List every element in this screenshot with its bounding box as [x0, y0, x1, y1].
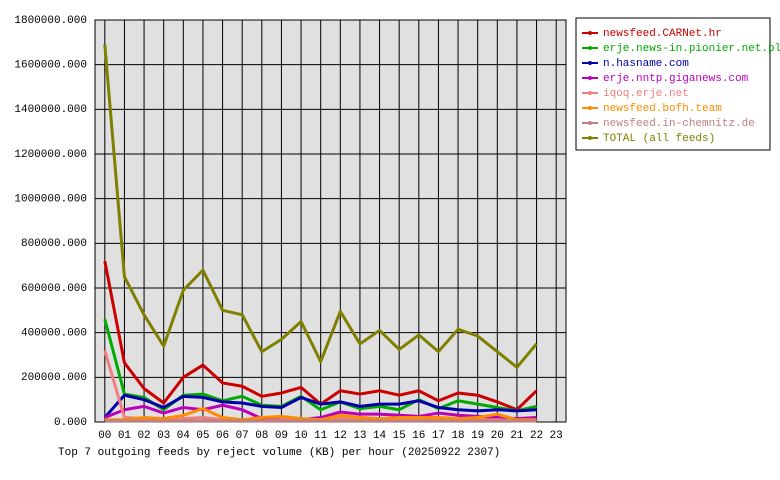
x-tick-label: 21 [510, 430, 524, 442]
legend-marker [588, 46, 592, 50]
legend-label: erje.news-in.pionier.net.pl [603, 43, 780, 55]
chart-title: Top 7 outgoing feeds by reject volume (K… [58, 447, 500, 459]
legend-box [575, 17, 771, 151]
legend-label: TOTAL (all feeds) [603, 133, 715, 145]
x-tick-label: 04 [177, 430, 191, 442]
x-tick-label: 09 [275, 430, 288, 442]
legend-marker [588, 76, 592, 80]
legend-marker [588, 61, 592, 65]
y-tick-label: 600000.000 [21, 283, 87, 295]
x-tick-label: 14 [373, 430, 387, 442]
legend-marker [588, 136, 592, 140]
x-tick-label: 16 [412, 430, 425, 442]
y-tick-label: 1200000.000 [14, 149, 87, 161]
x-tick-label: 11 [314, 430, 328, 442]
x-tick-label: 00 [98, 430, 111, 442]
series-line [103, 393, 537, 419]
legend-label: newsfeed.in-chemnitz.de [603, 118, 755, 130]
x-tick-label: 05 [196, 430, 209, 442]
legend-label: n.hasname.com [603, 58, 689, 70]
x-tick-label: 07 [236, 430, 249, 442]
x-tick-label: 13 [353, 430, 366, 442]
legend-marker [588, 121, 592, 125]
legend-marker [588, 91, 592, 95]
legend-marker [588, 31, 592, 35]
plot-area [95, 20, 566, 422]
y-tick-label: 1400000.000 [14, 104, 87, 116]
x-tick-label: 06 [216, 430, 229, 442]
x-tick-label: 20 [491, 430, 504, 442]
y-tick-label: 400000.000 [21, 328, 87, 340]
legend-label: erje.nntp.giganews.com [603, 73, 749, 85]
x-tick-label: 12 [334, 430, 347, 442]
x-tick-label: 10 [294, 430, 307, 442]
x-tick-label: 19 [471, 430, 484, 442]
series-line [104, 403, 537, 422]
legend-marker [588, 106, 592, 110]
x-tick-label: 22 [530, 430, 543, 442]
legend-label: newsfeed.bofh.team [603, 103, 722, 115]
y-tick-label: 200000.000 [21, 372, 87, 384]
legend-label: newsfeed.CARNet.hr [603, 28, 722, 40]
x-tick-label: 01 [118, 430, 132, 442]
x-tick-label: 03 [157, 430, 170, 442]
x-tick-label: 08 [255, 430, 268, 442]
series-line [103, 44, 538, 369]
y-tick-label: 1000000.000 [14, 194, 87, 206]
y-tick-label: 1600000.000 [14, 60, 87, 72]
x-tick-label: 15 [393, 430, 406, 442]
y-tick-label: 1800000.000 [14, 15, 87, 27]
y-tick-label: 0.000 [54, 417, 87, 429]
y-tick-label: 800000.000 [21, 238, 87, 250]
x-tick-label: 23 [550, 430, 563, 442]
x-tick-label: 02 [137, 430, 150, 442]
x-tick-label: 17 [432, 430, 445, 442]
legend-label: iqoq.erje.net [603, 88, 689, 100]
x-tick-label: 18 [451, 430, 464, 442]
